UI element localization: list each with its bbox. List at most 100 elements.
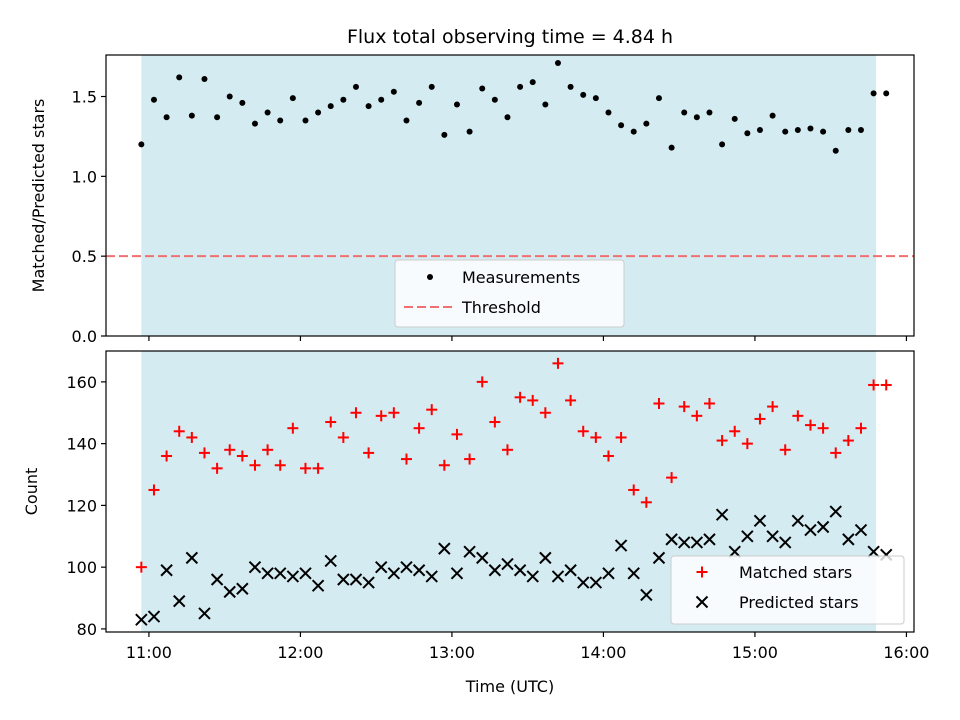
matched-star-point (161, 450, 173, 462)
legend-marker-predicted-stars (695, 595, 709, 609)
measurement-point (769, 112, 776, 119)
predicted-star-point (160, 564, 173, 577)
matched-star-point (590, 431, 602, 443)
measurement-point (655, 95, 662, 102)
matched-star-point (817, 422, 829, 434)
matched-star-point (703, 397, 715, 409)
predicted-star-point (539, 551, 552, 565)
legend-label-matched-stars: Matched stars (739, 563, 852, 582)
x-tick-label: 13:00 (429, 643, 475, 662)
matched-star-point (274, 459, 286, 471)
top-x-ticks (148, 336, 908, 341)
matched-star-point (426, 404, 438, 416)
measurement-point (226, 93, 233, 100)
predicted-star-point (185, 551, 199, 565)
y-tick-label: 0.0 (72, 327, 97, 346)
predicted-star-point (842, 533, 855, 546)
matched-star-point (236, 450, 248, 462)
predicted-star-point (753, 514, 767, 528)
matched-star-point (615, 431, 627, 443)
matched-star-point (741, 438, 753, 450)
matched-star-point (779, 444, 791, 456)
measurements-points (138, 59, 890, 154)
matched-star-point (729, 425, 741, 437)
predicted-star-point (589, 576, 603, 589)
x-tick-label: 15:00 (732, 643, 778, 662)
predicted-star-point (766, 530, 779, 543)
measurement-point (403, 117, 410, 124)
measurement-point (857, 127, 864, 134)
matched-star-point (868, 379, 880, 391)
measurement-point (150, 96, 157, 103)
bottom-axes-frame (105, 350, 915, 633)
matched-star-point (792, 410, 804, 422)
matched-star-point (173, 425, 185, 437)
matched-star-point (148, 484, 160, 496)
matched-star-point (375, 410, 387, 422)
measurement-point (163, 114, 170, 121)
bottom-y-ticks: 80 100 120 140 160 (66, 373, 106, 639)
predicted-star-point (703, 533, 716, 546)
predicted-star-point (854, 523, 868, 537)
top-axes-frame (105, 54, 915, 337)
matched-star-point (527, 394, 539, 406)
matched-star-point (325, 416, 337, 428)
matched-star-point (438, 459, 450, 471)
measurement-point (201, 75, 208, 82)
measurement-point (554, 59, 561, 66)
measurement-point (264, 109, 271, 116)
predicted-star-point (375, 560, 388, 574)
predicted-star-point (261, 567, 274, 580)
predicted-star-point (173, 594, 186, 608)
matched-star-point (501, 444, 513, 456)
y-tick-label: 160 (66, 373, 97, 392)
predicted-star-point (147, 610, 161, 623)
matched-star-point (299, 462, 311, 474)
matched-star-point (249, 459, 261, 471)
matched-star-point (337, 431, 349, 443)
matched-star-point (804, 419, 816, 431)
predicted-star-point (690, 536, 704, 549)
predicted-star-point (614, 539, 628, 552)
matched-star-point (451, 428, 463, 440)
measurement-point (719, 141, 726, 148)
predicted-star-point (286, 570, 300, 583)
measurement-point (378, 96, 385, 103)
measurement-point (618, 122, 625, 129)
predicted-star-point (337, 573, 350, 586)
measurement-point (820, 128, 827, 135)
predicted-star-point (741, 530, 754, 543)
predicted-star-point (715, 508, 729, 521)
matched-star-point (653, 397, 665, 409)
matched-star-point (855, 422, 867, 434)
matched-star-point (287, 422, 299, 434)
measurement-point (542, 101, 549, 108)
predicted-star-point (425, 570, 438, 583)
measurement-point (605, 109, 612, 116)
matched-star-point (754, 413, 766, 425)
matched-star-point (224, 444, 236, 456)
predicted-star-point (463, 545, 476, 558)
predicted-star-point (311, 579, 325, 592)
x-tick-label: 12:00 (277, 643, 323, 662)
matched-star-point (565, 394, 577, 406)
bottom-x-ticks: 11:00 12:00 13:00 14:00 15:00 16:00 (126, 632, 929, 662)
matched-star-point (678, 401, 690, 413)
measurement-point (832, 147, 839, 154)
matched-star-point (602, 450, 614, 462)
predicted-star-point (791, 514, 805, 528)
measurement-point (416, 99, 423, 106)
top-y-axis-label: Matched/Predicted stars (29, 99, 48, 293)
bottom-legend-box (670, 555, 905, 625)
measurement-point (302, 117, 309, 124)
predicted-star-point (274, 567, 287, 580)
predicted-star-point (728, 545, 741, 558)
matched-star-point (476, 376, 488, 388)
measurement-point (504, 114, 511, 121)
measurement-point (352, 83, 359, 90)
measurement-point (643, 120, 650, 127)
matched-star-point (400, 453, 412, 465)
measurement-point (529, 79, 536, 86)
matched-star-point (539, 407, 551, 419)
chart-title: Flux total observing time = 4.84 h (347, 26, 673, 48)
